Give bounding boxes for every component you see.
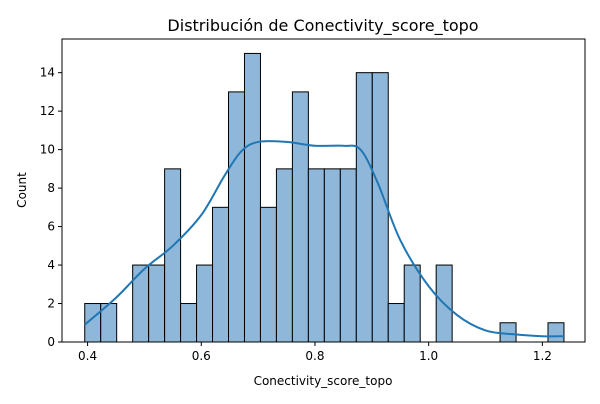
bar-6 [180, 303, 198, 343]
bar-10 [243, 52, 261, 343]
y-tick-label-6: 12 [40, 104, 55, 118]
bar-3 [132, 264, 150, 343]
bar-26 [499, 322, 517, 343]
x-tick-label-1: 0.6 [192, 349, 211, 363]
y-tick-label-3: 6 [47, 220, 55, 234]
x-tick-label-3: 1.0 [419, 349, 438, 363]
bar-17 [355, 72, 373, 343]
y-tick-label-0: 0 [47, 335, 55, 349]
bar-8 [212, 206, 230, 343]
y-tick-label-7: 14 [40, 66, 55, 80]
bar-16 [339, 168, 357, 343]
y-tick-label-1: 2 [47, 297, 55, 311]
x-ticks: 0.4 0.6 0.8 1.0 1.2 [78, 342, 552, 363]
bar-5 [164, 168, 182, 343]
x-tick-label-0: 0.4 [78, 349, 97, 363]
bar-9 [228, 91, 245, 343]
bar-12 [275, 168, 293, 343]
y-ticks: 0 2 4 6 8 10 12 14 [40, 66, 62, 349]
bar-19 [387, 303, 405, 343]
bar-20 [403, 264, 421, 343]
bar-7 [196, 264, 214, 343]
bar-11 [259, 206, 277, 343]
plot-frame [61, 38, 586, 343]
bar-15 [323, 168, 341, 343]
x-axis-label: Conectivity_score_topo [254, 374, 393, 388]
y-tick-label-5: 10 [40, 143, 55, 157]
bar-18 [371, 72, 389, 343]
bars-group [84, 52, 565, 343]
bar-29 [547, 322, 565, 343]
chart-title: Distribución de Conectivity_score_topo [167, 16, 478, 36]
x-tick-label-4: 1.2 [533, 349, 552, 363]
x-tick-label-2: 0.8 [305, 349, 324, 363]
y-tick-label-2: 4 [47, 258, 55, 272]
bar-14 [307, 168, 325, 343]
kde-line [84, 140, 564, 338]
bar-4 [148, 264, 166, 343]
y-tick-label-4: 8 [47, 181, 55, 195]
y-axis-label: Count [15, 172, 29, 208]
bar-13 [291, 91, 309, 343]
